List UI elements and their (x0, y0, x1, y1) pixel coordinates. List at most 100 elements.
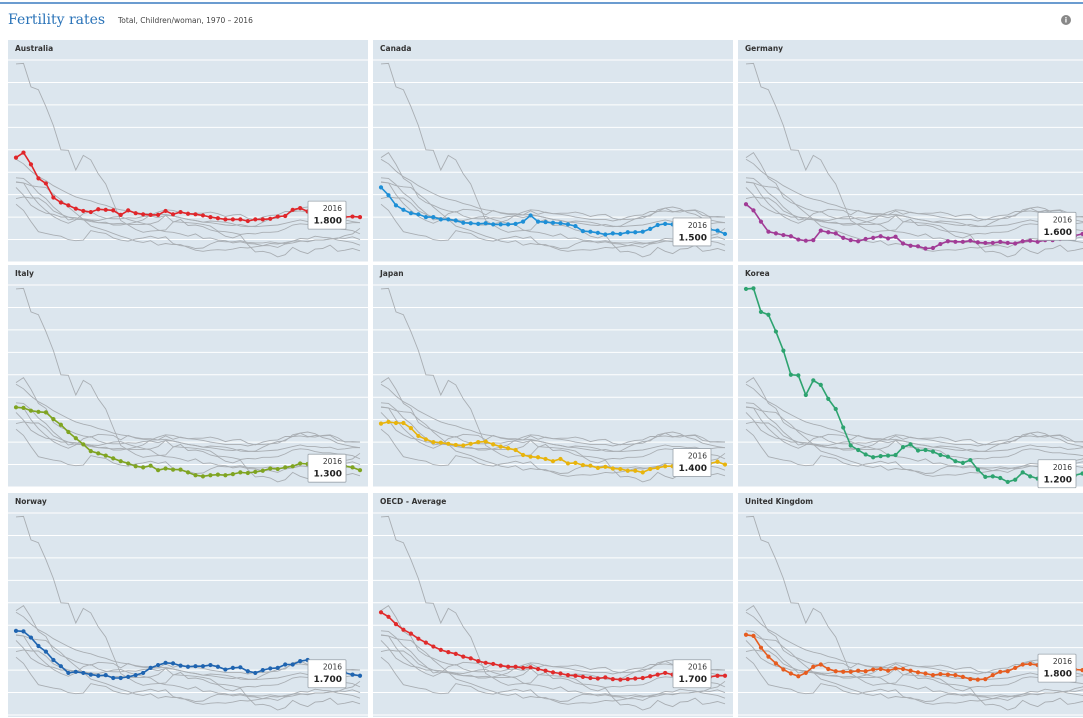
data-point (900, 241, 906, 246)
data-point (625, 676, 630, 682)
context-line (745, 640, 1083, 688)
data-point (573, 223, 578, 229)
data-point (81, 670, 86, 676)
data-point (603, 232, 608, 237)
data-point (1013, 477, 1018, 482)
panel-title: Germany (745, 44, 783, 53)
data-point (275, 466, 280, 472)
data-point (223, 473, 228, 478)
data-point (618, 231, 623, 237)
data-point (491, 222, 496, 227)
data-point (722, 231, 728, 237)
data-point (648, 466, 653, 472)
panels: Australia 2016 1.800 Canada 2016 1.500 Germany… (8, 40, 1083, 717)
data-point (811, 238, 816, 243)
data-point (200, 664, 206, 669)
data-point (401, 420, 406, 426)
end-label-box (672, 448, 712, 477)
data-point (960, 460, 965, 465)
data-point (603, 464, 608, 469)
data-point (826, 230, 831, 235)
data-point (535, 455, 541, 460)
context-line (745, 421, 1083, 473)
data-point (283, 662, 288, 667)
data-point (408, 211, 414, 216)
data-point (28, 635, 34, 640)
data-point (848, 443, 853, 448)
context-line (380, 287, 726, 483)
data-point (200, 213, 206, 218)
data-point (290, 464, 295, 469)
data-point (268, 216, 273, 221)
data-point (1080, 231, 1083, 237)
data-point (253, 469, 258, 474)
end-label-box (672, 217, 712, 247)
data-point (998, 239, 1003, 244)
data-point (878, 454, 883, 459)
data-point (640, 229, 645, 234)
data-point (96, 207, 101, 212)
panel-title: Japan (379, 269, 404, 278)
data-point (758, 309, 764, 315)
data-point (81, 208, 86, 214)
data-point (773, 231, 779, 236)
panel-title: Korea (745, 269, 770, 278)
data-point (155, 212, 161, 217)
data-point (818, 662, 823, 667)
data-point (871, 455, 876, 460)
end-label-box (307, 659, 347, 689)
data-point (1020, 662, 1025, 667)
data-point (663, 221, 668, 226)
data-point (468, 441, 473, 446)
data-point (275, 214, 280, 219)
data-point (715, 673, 720, 678)
data-point (803, 392, 808, 398)
data-point (945, 672, 951, 677)
data-point (595, 230, 600, 235)
data-point (603, 675, 608, 680)
data-point (283, 465, 288, 470)
data-point (506, 446, 511, 451)
data-point (483, 221, 488, 226)
data-point (528, 454, 533, 459)
data-point (350, 672, 355, 677)
context-line (380, 406, 725, 453)
data-point (833, 406, 838, 412)
data-point (535, 219, 541, 224)
data-point (148, 665, 153, 670)
data-point (975, 677, 980, 682)
data-point (543, 668, 548, 673)
context-line (15, 181, 361, 252)
data-point (953, 673, 958, 678)
data-point (893, 666, 898, 671)
data-point (633, 230, 638, 235)
data-point (298, 206, 303, 211)
data-point (558, 671, 563, 676)
data-point (900, 666, 906, 672)
data-point (595, 465, 600, 471)
data-point (871, 667, 876, 672)
data-point (781, 232, 786, 238)
data-point (818, 382, 823, 387)
data-point (640, 470, 645, 475)
data-point (416, 433, 421, 439)
data-point (788, 671, 793, 676)
chart-subtitle: Total, Children/woman, 1970 – 2016 (117, 16, 253, 25)
data-point (290, 662, 295, 667)
data-point (453, 651, 458, 656)
data-point (618, 677, 623, 682)
data-point (1028, 474, 1033, 479)
data-point (357, 673, 363, 678)
info-icon[interactable] (1061, 15, 1071, 25)
data-point (446, 217, 451, 222)
context-line (380, 515, 726, 711)
data-point (245, 470, 250, 476)
data-point (520, 452, 526, 458)
data-point (640, 675, 645, 681)
panel: Germany 2016 1.600 (738, 40, 1083, 263)
data-point (401, 207, 406, 212)
data-point (483, 660, 488, 665)
data-point (633, 676, 638, 681)
data-point (803, 238, 808, 243)
data-point (528, 213, 533, 218)
